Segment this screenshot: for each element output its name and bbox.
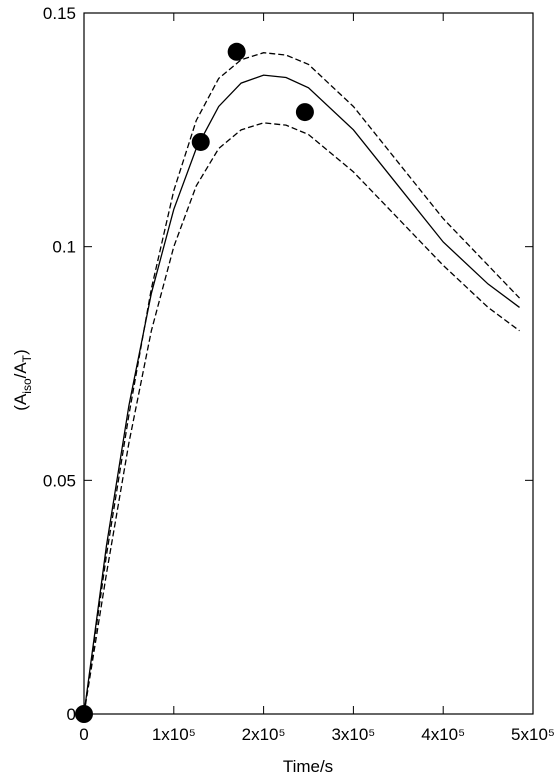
- data-point: [295, 103, 314, 122]
- y-tick-label: 0: [67, 705, 76, 724]
- x-axis-label: Time/s: [283, 757, 333, 776]
- x-tick-label: 1x10⁵: [152, 725, 196, 744]
- x-tick-label: 4x10⁵: [421, 725, 465, 744]
- dashed-line: [83, 52, 520, 715]
- data-point: [191, 132, 210, 151]
- x-tick-label: 3x10⁵: [331, 725, 375, 744]
- y-tick-label: 0.05: [43, 471, 76, 490]
- y-label-subscript: T: [20, 354, 34, 362]
- y-tick-label: 0.15: [43, 4, 76, 23]
- solid-line: [83, 74, 520, 715]
- x-tick-label: 0: [79, 725, 88, 744]
- x-tick-label: 5x10⁵: [511, 725, 555, 744]
- dashed-line: [83, 122, 520, 715]
- y-label-part: (A: [11, 393, 30, 411]
- y-label-part: ): [11, 349, 30, 355]
- data-point: [227, 42, 246, 61]
- y-label-subscript: iso: [20, 378, 34, 394]
- x-tick-label: 2x10⁵: [242, 725, 286, 744]
- y-label-part: /A: [11, 362, 30, 379]
- y-tick-label: 0.1: [52, 238, 76, 257]
- plot-frame: [83, 12, 534, 715]
- y-axis-label: (Aiso/AT): [11, 349, 34, 410]
